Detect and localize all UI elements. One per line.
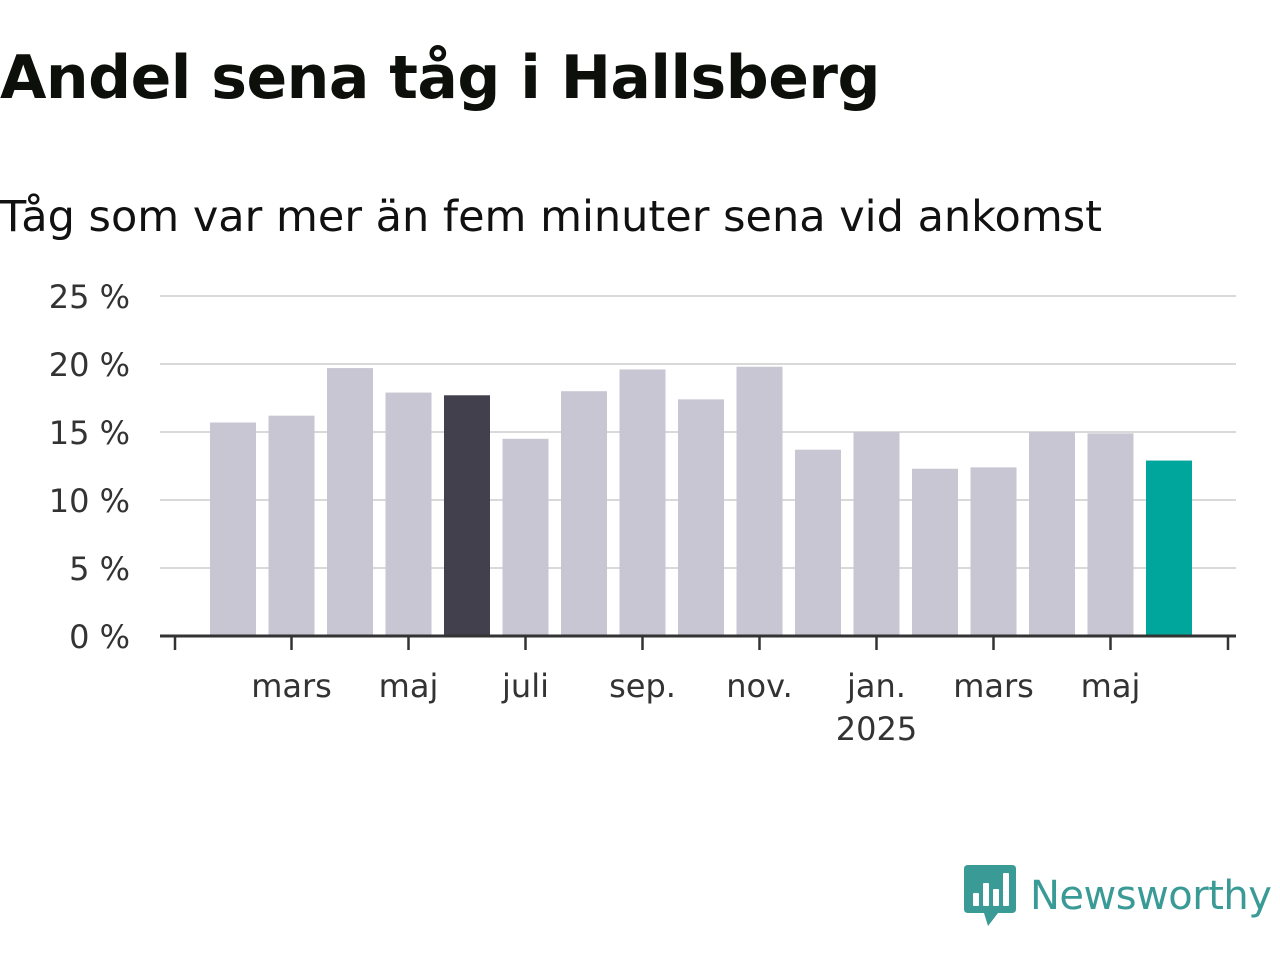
bar-2025-06 xyxy=(1146,460,1192,636)
y-axis-tick-labels: 0 % 5 % 10 % 15 % 20 % 25 % xyxy=(49,278,130,656)
y-tick-label: 20 % xyxy=(49,346,130,384)
newsworthy-logo-icon xyxy=(964,865,1016,926)
bar-2024-05 xyxy=(385,392,432,636)
y-tick-label: 5 % xyxy=(69,550,130,588)
bar-2024-10 xyxy=(678,399,724,636)
brand: Newsworthy xyxy=(964,864,1280,928)
bar-2025-01 xyxy=(853,432,900,636)
bar-2025-02 xyxy=(912,468,958,636)
bar-2025-04 xyxy=(1029,432,1075,636)
bar-2024-09 xyxy=(619,369,666,636)
bar-2024-08 xyxy=(561,391,607,636)
bar-2025-03 xyxy=(970,467,1017,636)
x-tick-label: maj xyxy=(1081,667,1141,705)
bar-2024-06 xyxy=(444,395,490,636)
y-tick-label: 0 % xyxy=(69,618,130,656)
x-tick-year-label: 2025 xyxy=(836,710,917,748)
x-axis xyxy=(160,634,1236,650)
x-tick-label: juli xyxy=(501,667,549,705)
y-tick-label: 15 % xyxy=(49,414,130,452)
bar-2024-04 xyxy=(327,368,373,636)
bar-2024-02 xyxy=(210,422,256,636)
bar-2024-11 xyxy=(736,366,783,636)
bar-2024-03 xyxy=(268,415,315,636)
x-tick-label: mars xyxy=(251,667,332,705)
y-tick-label: 25 % xyxy=(49,278,130,316)
x-axis-tick-labels: mars maj juli sep. nov. jan. 2025 mars maj xyxy=(251,667,1140,748)
bar-2025-05 xyxy=(1087,433,1134,636)
chart-subtitle: Tåg som var mer än fem minuter sena vid … xyxy=(0,192,1103,242)
bar-2024-12 xyxy=(795,449,841,636)
bar-2024-07 xyxy=(502,438,549,636)
chart-title: Andel sena tåg i Hallsberg xyxy=(0,43,880,113)
x-tick-label: mars xyxy=(953,667,1034,705)
y-tick-label: 10 % xyxy=(49,482,130,520)
brand-name: Newsworthy xyxy=(1030,873,1272,919)
bars xyxy=(210,366,1192,636)
x-tick-label: jan. xyxy=(846,667,906,705)
x-tick-label: nov. xyxy=(726,667,792,705)
x-tick-label: maj xyxy=(379,667,439,705)
x-tick-label: sep. xyxy=(609,667,676,705)
